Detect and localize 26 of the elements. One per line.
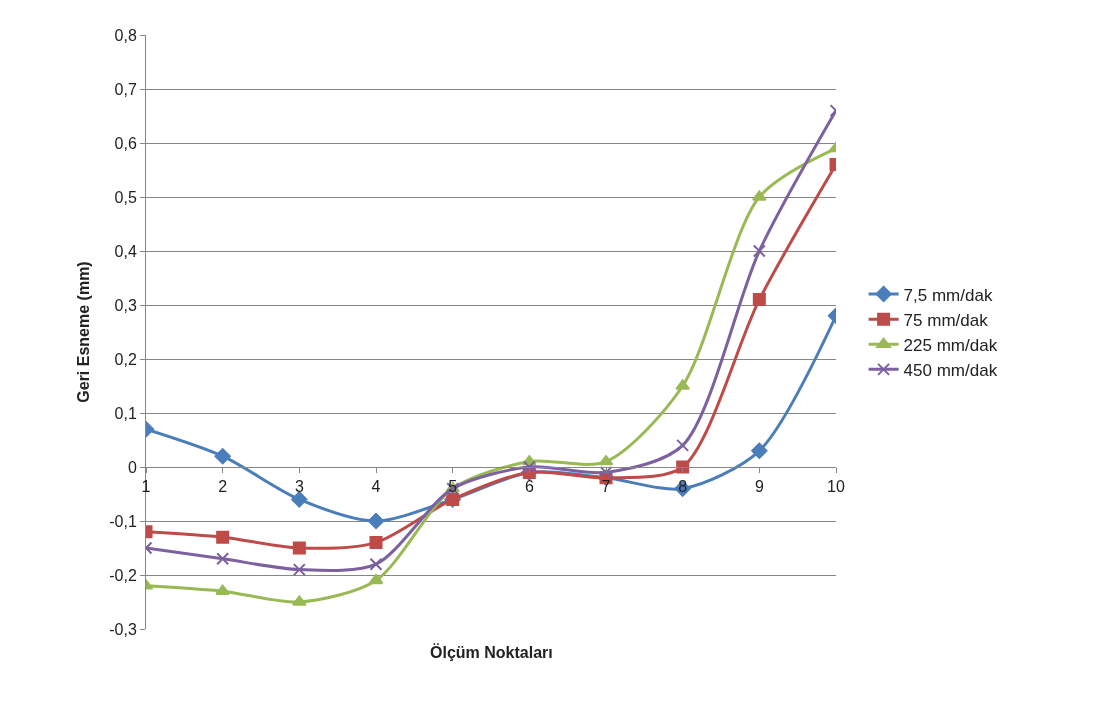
y-tick-label: 0,8: [114, 26, 137, 44]
x-tick-label: 8: [678, 478, 688, 496]
x-tick-label: 1: [141, 478, 151, 496]
y-tick-label: -0,2: [109, 566, 137, 584]
x-tick-label: 3: [294, 478, 304, 496]
x-tick-label: 2: [218, 478, 228, 496]
y-tick-label: 0,2: [114, 350, 137, 368]
legend-label: 450 mm/dak: [903, 360, 998, 380]
y-tick-label: 0,6: [114, 134, 137, 152]
legend-label: 75 mm/dak: [903, 310, 989, 330]
y-tick-label: 0,1: [114, 404, 137, 422]
y-tick-label: -0,1: [109, 512, 137, 530]
y-tick-label: -0,3: [109, 620, 137, 638]
x-tick-label: 9: [754, 478, 764, 496]
x-tick-label: 4: [371, 478, 381, 496]
y-tick-label: 0,4: [114, 242, 137, 260]
y-axis-title: Geri Esneme (mm): [75, 261, 93, 403]
y-tick-label: 0,3: [114, 296, 137, 314]
x-axis-title: Ölçüm Noktaları: [430, 643, 553, 661]
x-tick-label: 10: [827, 478, 845, 496]
legend-label: 225 mm/dak: [903, 335, 998, 355]
y-tick-label: 0,7: [114, 80, 137, 98]
y-tick-label: 0,5: [114, 188, 137, 206]
x-tick-label: 6: [524, 478, 534, 496]
legend-label: 7,5 mm/dak: [903, 285, 993, 305]
y-tick-label: 0: [127, 458, 137, 476]
